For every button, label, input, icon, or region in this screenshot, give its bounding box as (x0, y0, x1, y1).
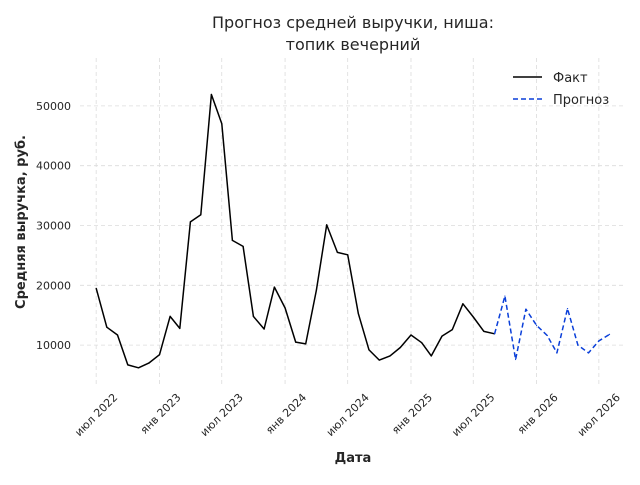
y-axis-ticks: 10000 20000 30000 40000 50000 (36, 100, 71, 352)
data-point (514, 358, 517, 361)
x-tick-label: июл 2022 (72, 391, 120, 439)
x-tick-label: янв 2025 (389, 391, 435, 437)
data-point (441, 335, 443, 337)
data-point (598, 340, 600, 342)
data-point (546, 334, 548, 337)
data-point (525, 308, 527, 310)
x-tick-label: июл 2023 (198, 391, 246, 439)
data-point (116, 334, 119, 336)
data-point (106, 326, 108, 328)
data-point (148, 362, 150, 364)
series-layer (95, 93, 611, 369)
y-tick-label: 10000 (36, 339, 71, 352)
data-point (378, 359, 380, 361)
y-axis-label: Средняя выручка, руб. (14, 135, 29, 309)
chart-title-line1: Прогноз средней выручки, ниша: (212, 13, 494, 32)
data-point (295, 341, 297, 343)
data-point (410, 334, 412, 336)
data-point (263, 328, 265, 330)
data-point (347, 254, 349, 256)
data-point (189, 221, 192, 223)
data-point (127, 364, 129, 366)
data-point (210, 93, 213, 96)
data-point (399, 346, 401, 349)
x-axis-label: Дата (335, 451, 372, 466)
data-point (95, 287, 97, 289)
data-point (242, 245, 244, 248)
data-point (252, 315, 255, 318)
x-axis-ticks: июл 2022 янв 2023 июл 2023 янв 2024 июл 2024… (72, 391, 623, 439)
data-point (336, 251, 338, 254)
grid (80, 58, 625, 384)
data-point (221, 123, 223, 125)
data-point (357, 312, 359, 315)
data-point (273, 286, 275, 288)
data-point (504, 295, 506, 297)
data-point (566, 308, 569, 310)
data-point (389, 355, 391, 357)
series-line-0 (95, 93, 495, 369)
data-point (608, 333, 611, 335)
y-tick-label: 30000 (36, 219, 71, 232)
series-line-1 (493, 295, 610, 361)
data-point (421, 342, 423, 344)
data-point (493, 333, 496, 335)
chart-title-line2: топик вечерний (286, 35, 421, 54)
data-point (430, 355, 432, 357)
y-tick-label: 50000 (36, 100, 71, 113)
data-point (284, 307, 286, 309)
data-point (368, 349, 370, 351)
data-point (483, 330, 485, 332)
data-point (535, 324, 538, 326)
x-tick-label: янв 2026 (515, 391, 561, 437)
data-point (137, 367, 140, 369)
x-tick-label: июл 2026 (575, 391, 623, 439)
data-point (577, 344, 579, 346)
legend-label: Прогноз (553, 93, 609, 108)
x-tick-label: янв 2023 (138, 391, 184, 437)
x-tick-label: июл 2024 (324, 391, 372, 439)
x-tick-label: янв 2024 (263, 391, 309, 437)
y-tick-label: 40000 (36, 160, 71, 173)
data-point (556, 352, 558, 354)
data-point (231, 239, 234, 242)
y-tick-label: 20000 (36, 279, 71, 292)
data-point (326, 224, 328, 226)
legend-label: Факт (553, 71, 588, 86)
data-point (305, 343, 307, 345)
data-point (169, 315, 171, 318)
data-point (451, 328, 453, 331)
data-point (462, 303, 464, 305)
data-point (315, 289, 317, 291)
data-point (158, 354, 161, 356)
legend: Факт Прогноз (513, 71, 609, 108)
data-point (472, 316, 474, 318)
data-point (200, 214, 202, 216)
data-point (179, 327, 181, 329)
x-tick-label: июл 2025 (449, 391, 497, 439)
data-point (587, 352, 590, 354)
